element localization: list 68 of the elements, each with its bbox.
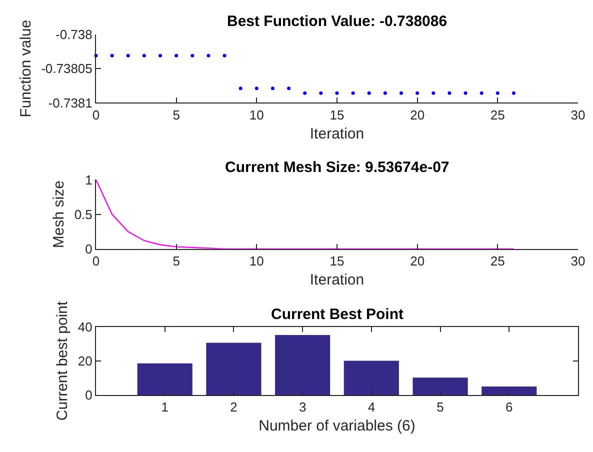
x-tick-label: 3 bbox=[298, 400, 306, 415]
x-tick-label: 6 bbox=[506, 400, 513, 415]
y-tick-label: 1 bbox=[85, 172, 92, 188]
x-tick-label: 15 bbox=[330, 253, 344, 268]
x-axis-title: Iteration bbox=[310, 125, 364, 142]
point bbox=[383, 91, 387, 95]
point bbox=[142, 54, 146, 58]
chart-title: Best Function Value: -0.738086 bbox=[227, 13, 448, 30]
y-tick-label: 0.5 bbox=[74, 206, 92, 222]
x-tick-label: 10 bbox=[249, 253, 264, 268]
point bbox=[254, 86, 258, 90]
point bbox=[512, 91, 516, 95]
point bbox=[126, 54, 130, 58]
bar bbox=[412, 378, 468, 396]
point bbox=[448, 91, 452, 95]
x-tick-label: 30 bbox=[570, 253, 586, 268]
y-axis-title: Mesh size bbox=[50, 180, 68, 248]
chart-title: Current Mesh Size: 9.53674e-07 bbox=[225, 159, 450, 176]
bar bbox=[275, 335, 330, 396]
bar bbox=[137, 363, 192, 396]
x-tick-label: 5 bbox=[436, 400, 444, 415]
y-tick-label: 40 bbox=[78, 319, 92, 334]
y-tick-label: -0.73805 bbox=[41, 61, 92, 76]
y-axis-title: Function value bbox=[17, 20, 34, 118]
y-tick-label: -0.7381 bbox=[48, 95, 92, 110]
x-tick-label: 15 bbox=[330, 107, 344, 122]
point bbox=[400, 91, 404, 95]
point bbox=[287, 86, 291, 90]
point bbox=[496, 91, 500, 95]
point bbox=[480, 91, 484, 95]
y-tick-label: 0 bbox=[85, 388, 92, 403]
point bbox=[110, 54, 114, 58]
bar bbox=[206, 342, 262, 396]
y-tick-label: -0.738 bbox=[56, 27, 92, 42]
y-tick-label: 20 bbox=[78, 354, 92, 369]
point bbox=[319, 91, 323, 95]
x-tick-label: 4 bbox=[368, 400, 376, 415]
x-axis-title: Iteration bbox=[310, 271, 364, 288]
point bbox=[174, 54, 178, 58]
x-tick-label: 30 bbox=[570, 107, 586, 122]
x-tick-label: 25 bbox=[490, 253, 505, 268]
point bbox=[270, 86, 274, 90]
point bbox=[367, 91, 371, 95]
x-tick-label: 5 bbox=[172, 107, 180, 122]
point bbox=[238, 86, 242, 90]
x-tick-label: 5 bbox=[172, 253, 180, 268]
chart-title: Current Best Point bbox=[271, 306, 404, 323]
y-tick-label: 0 bbox=[85, 241, 92, 256]
x-tick-label: 20 bbox=[410, 253, 425, 268]
x-axis-title: Number of variables (6) bbox=[258, 418, 416, 435]
bar bbox=[482, 386, 537, 396]
x-tick-label: 2 bbox=[230, 400, 238, 415]
point bbox=[464, 91, 468, 95]
x-tick-label: 25 bbox=[490, 107, 505, 122]
point bbox=[416, 91, 420, 95]
x-tick-label: 20 bbox=[410, 107, 425, 122]
x-tick-label: 1 bbox=[161, 400, 168, 415]
point bbox=[190, 54, 194, 58]
x-tick-label: 10 bbox=[249, 107, 264, 122]
point bbox=[206, 54, 210, 58]
point bbox=[432, 91, 436, 95]
bar bbox=[344, 360, 399, 396]
point bbox=[351, 91, 355, 95]
point bbox=[303, 91, 307, 95]
y-axis-title: Current best point bbox=[54, 300, 72, 421]
point bbox=[222, 54, 226, 58]
point bbox=[335, 91, 339, 95]
point bbox=[158, 54, 162, 58]
